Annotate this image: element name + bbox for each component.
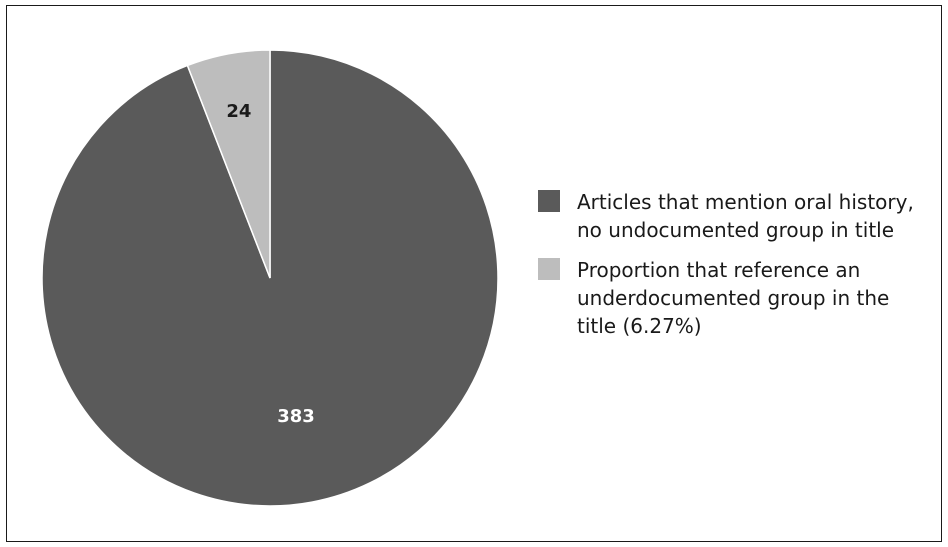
legend-swatch-underdocumented-group <box>538 258 560 280</box>
legend-label-articles-no-group: Articles that mention oral history, no u… <box>577 190 914 242</box>
legend-swatch-articles-no-group <box>538 190 560 212</box>
pie-slice-underdocumented-group <box>186 49 271 279</box>
slice-label-24: 24 <box>226 101 251 122</box>
legend-item-articles-no-group: Articles that mention oral history, no u… <box>538 188 918 244</box>
chart-legend: Articles that mention oral history, no u… <box>538 188 918 352</box>
slice-label-383: 383 <box>277 406 315 427</box>
legend-label-underdocumented-group: Proportion that reference an underdocume… <box>577 258 890 338</box>
legend-item-underdocumented-group: Proportion that reference an underdocume… <box>538 256 918 340</box>
